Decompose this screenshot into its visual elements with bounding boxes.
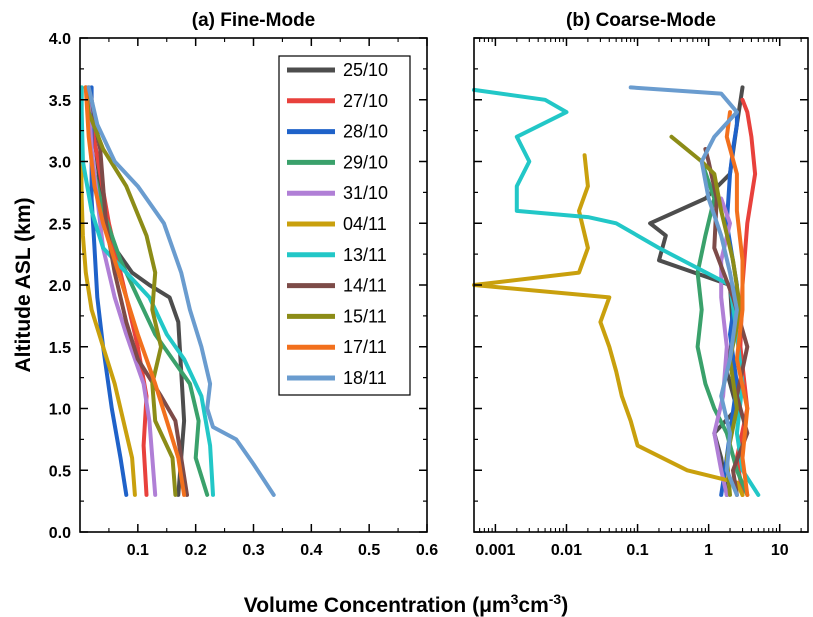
series-line-25-10: [648, 85, 745, 497]
x-tick-label: 0.2: [185, 542, 207, 559]
x-tick-label: 0.1: [626, 542, 648, 559]
x-axis-label-main: Volume Concentration (μm: [244, 594, 511, 617]
legend-label: 17/11: [343, 337, 387, 357]
x-tick-label: 0.4: [300, 542, 322, 559]
x-tick-label: 0.01: [551, 542, 582, 559]
legend-item: 18/11: [287, 368, 387, 388]
plot-frame: [473, 37, 809, 533]
series-line-13-11: [79, 85, 215, 497]
legend-label: 15/11: [343, 306, 387, 326]
x-tick-label: 1: [704, 542, 713, 559]
x-axis-label-end: ): [561, 594, 568, 617]
y-tick-label: 2.5: [49, 216, 71, 233]
series-line-17-11: [724, 110, 750, 497]
panel-fine-mode: (a) Fine-Mode 0.0 0.5 1.0 1.5 2.0 2.5 3.0 3.5 4.0…: [49, 10, 438, 559]
legend-label: 31/10: [343, 183, 388, 203]
x-tick-label: 0.5: [358, 542, 380, 559]
legend-item: 31/10: [287, 183, 388, 203]
legend-label: 25/10: [343, 60, 388, 80]
series-line-31-10: [83, 85, 158, 497]
x-axis-label: Volume Concentration (μm3cm-3): [244, 591, 568, 617]
x-tick-label: 0.001: [475, 542, 515, 559]
legend-label: 18/11: [343, 368, 387, 388]
x-tick-label: 0.6: [416, 542, 438, 559]
x-axis-label-sup1: 3: [511, 591, 519, 607]
panel-coarse-mode: (b) Coarse-Mode 0.001 0.01 0.1 1 10: [472, 10, 809, 559]
legend-item: 17/11: [287, 337, 387, 357]
x-axis-label-mid: cm: [518, 594, 548, 617]
legend: 25/10 27/10 28/10 29/10 31/10 04/11 13/11 14/11…: [278, 55, 411, 396]
legend-label: 04/11: [343, 214, 387, 234]
y-tick-label: 4.0: [49, 31, 71, 48]
legend-label: 29/10: [343, 152, 388, 172]
y-tick-label: 2.0: [49, 278, 71, 295]
legend-label: 27/10: [343, 91, 388, 111]
legend-label: 28/10: [343, 122, 388, 142]
legend-item: 15/11: [287, 306, 387, 326]
legend-item: 25/10: [287, 60, 388, 80]
legend-label: 13/11: [343, 245, 387, 265]
series-line-27-10: [734, 97, 758, 497]
y-axis-label: Altitude ASL (km): [12, 197, 35, 372]
y-tick-label: 3.0: [49, 155, 71, 172]
legend-item: 13/11: [287, 245, 387, 265]
panel-title-fine: (a) Fine-Mode: [192, 10, 316, 31]
legend-item: 27/10: [287, 91, 388, 111]
legend-label: 14/11: [343, 276, 387, 296]
y-tick-label: 3.5: [49, 93, 71, 110]
legend-item: 28/10: [287, 122, 388, 142]
series-line-17-11: [83, 85, 187, 497]
y-tick-label: 1.5: [49, 340, 71, 357]
series-line-18-11: [86, 85, 276, 497]
legend-item: 14/11: [287, 276, 387, 296]
y-tick-label: 0.5: [49, 463, 71, 480]
y-tick-label: 0.0: [49, 525, 71, 542]
series-line-04-11: [472, 153, 745, 497]
x-tick-label: 10: [771, 542, 789, 559]
x-tick-label: 0.1: [127, 542, 149, 559]
series-lines: [472, 85, 761, 497]
x-tick-label: 0.3: [242, 542, 264, 559]
legend-item: 29/10: [287, 152, 388, 172]
series-line-18-11: [628, 85, 739, 497]
y-tick-label: 1.0: [49, 402, 71, 419]
series-lines: [79, 85, 276, 497]
x-axis-label-sup2: -3: [549, 591, 562, 607]
legend-item: 04/11: [287, 214, 387, 234]
series-line-15-11: [83, 85, 178, 497]
panel-title-coarse: (b) Coarse-Mode: [566, 10, 716, 31]
